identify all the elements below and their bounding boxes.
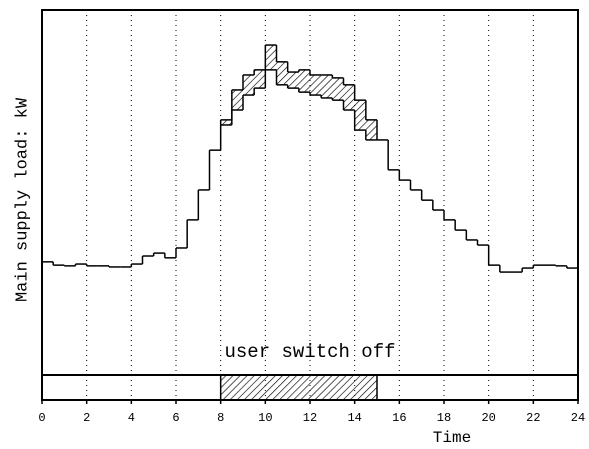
x-tick-label: 8 xyxy=(217,411,224,425)
x-tick-label: 22 xyxy=(526,411,540,425)
x-axis-label: Time xyxy=(433,429,471,447)
x-tick-label: 12 xyxy=(303,411,317,425)
x-tick-label: 6 xyxy=(172,411,179,425)
x-tick-label: 4 xyxy=(128,411,135,425)
y-axis-label: Main supply load: kW xyxy=(13,97,32,302)
switch-off-bar xyxy=(219,374,378,401)
x-tick-label: 0 xyxy=(38,411,45,425)
x-tick-label: 16 xyxy=(392,411,406,425)
x-tick-label: 18 xyxy=(437,411,451,425)
switch-label: user switch off xyxy=(224,341,395,363)
x-tick-label: 10 xyxy=(258,411,272,425)
saving-hatch xyxy=(220,45,377,140)
x-tick-label: 20 xyxy=(481,411,495,425)
x-tick-label: 14 xyxy=(347,411,361,425)
x-tick-label: 24 xyxy=(571,411,585,425)
x-tick-label: 2 xyxy=(83,411,90,425)
